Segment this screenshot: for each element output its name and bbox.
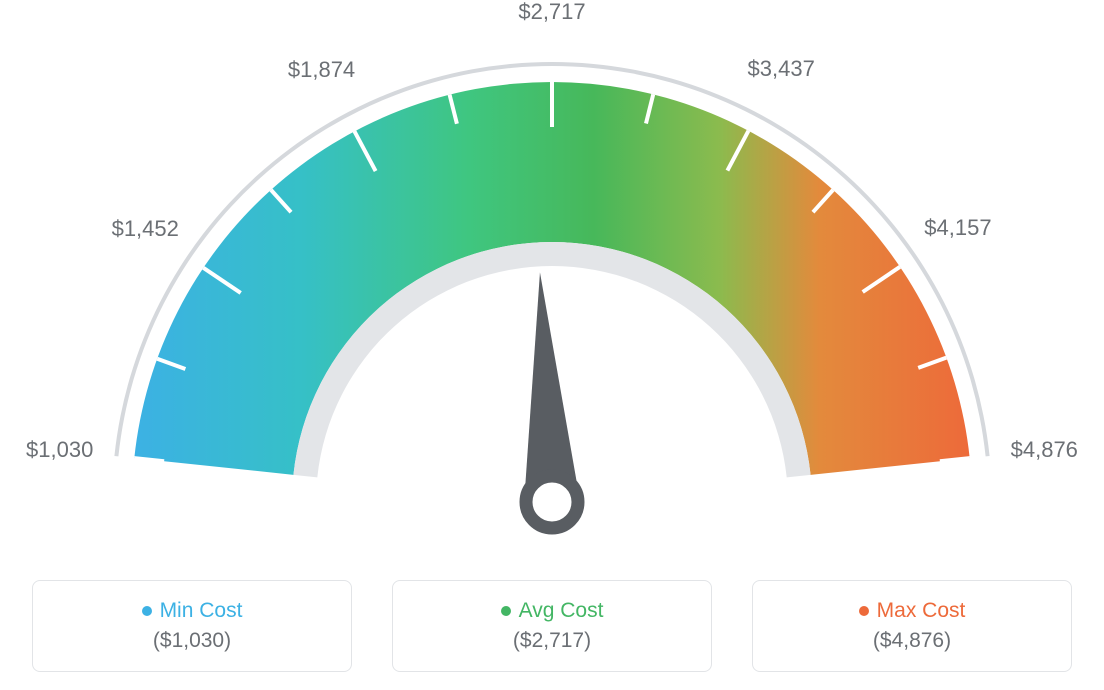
gauge-tick-label: $4,157: [924, 215, 991, 241]
dot-icon: [859, 606, 869, 616]
legend-title-max: Max Cost: [859, 599, 966, 623]
gauge-svg: [0, 0, 1104, 560]
gauge-chart: $1,030 $1,452 $1,874 $2,717 $3,437 $4,157 $4,8…: [0, 0, 1104, 560]
gauge-tick-label: $1,030: [26, 437, 93, 463]
dot-icon: [142, 606, 152, 616]
gauge-tick-label: $4,876: [1011, 437, 1078, 463]
legend-label: Min Cost: [160, 599, 243, 623]
legend-title-avg: Avg Cost: [501, 599, 604, 623]
legend-label: Avg Cost: [519, 599, 604, 623]
legend-value-avg: ($2,717): [513, 629, 591, 653]
gauge-tick-label: $2,717: [518, 0, 585, 25]
legend-row: Min Cost ($1,030) Avg Cost ($2,717) Max …: [0, 580, 1104, 672]
gauge-tick-label: $1,874: [288, 57, 355, 83]
legend-card-avg: Avg Cost ($2,717): [392, 580, 712, 672]
legend-value-min: ($1,030): [153, 629, 231, 653]
legend-label: Max Cost: [877, 599, 966, 623]
legend-value-max: ($4,876): [873, 629, 951, 653]
gauge-tick-label: $3,437: [748, 56, 815, 82]
legend-card-min: Min Cost ($1,030): [32, 580, 352, 672]
legend-title-min: Min Cost: [142, 599, 243, 623]
gauge-tick-label: $1,452: [112, 216, 179, 242]
legend-card-max: Max Cost ($4,876): [752, 580, 1072, 672]
dot-icon: [501, 606, 511, 616]
